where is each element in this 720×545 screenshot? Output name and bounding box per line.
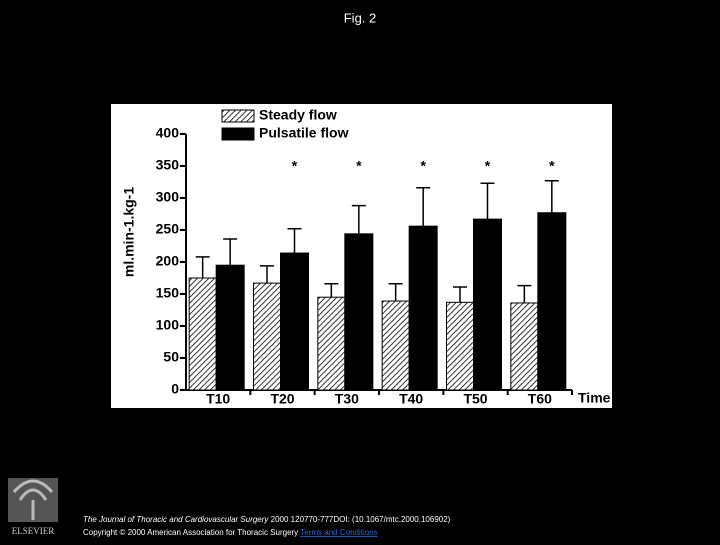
significance-marker: * [485, 158, 491, 174]
significance-marker: * [292, 158, 298, 174]
error-bar [324, 283, 339, 298]
error-bar [453, 286, 467, 303]
legend-swatch [221, 109, 255, 123]
error-bar [416, 187, 431, 227]
y-tick-label: 250 [156, 221, 180, 237]
error-bar [351, 204, 366, 234]
y-tick-label: 200 [156, 253, 180, 269]
bar [317, 296, 346, 391]
legend-label: Pulsatile flow [259, 125, 349, 141]
y-tick-label: 400 [156, 125, 180, 141]
x-tick-label: T60 [528, 391, 552, 407]
x-tick-label: T40 [399, 391, 423, 407]
y-axis-label: ml.min-1.kg-1 [121, 187, 137, 277]
y-tick-label: 300 [156, 189, 180, 205]
error-bar [544, 179, 559, 213]
x-tick-label: T10 [206, 391, 230, 407]
x-tick-label: T50 [463, 391, 487, 407]
x-axis-label: Time [578, 390, 611, 406]
bar [446, 301, 474, 391]
bar [188, 277, 217, 391]
journal-name: The Journal of Thoracic and Cardiovascul… [83, 515, 269, 524]
significance-marker: * [420, 158, 426, 174]
legend-label: Steady flow [259, 107, 337, 123]
significance-marker: * [356, 158, 362, 174]
x-tick-label: T30 [335, 391, 359, 407]
chart: 0 50 100 150 200 250 300 350 400 ml.min-1.kg-1 Tim… [121, 107, 611, 407]
bar [510, 302, 539, 391]
bar [473, 218, 502, 391]
bar [215, 264, 245, 391]
bar [344, 233, 374, 391]
copyright-line: Copyright © 2000 American Association fo… [83, 528, 378, 537]
bar [408, 225, 438, 391]
y-tick-label: 100 [156, 317, 180, 333]
error-bar [287, 227, 302, 254]
y-tick-label: 50 [163, 349, 179, 365]
error-bar [223, 238, 238, 266]
significance-marker: * [549, 158, 555, 174]
bar [280, 252, 309, 391]
bar [537, 212, 567, 391]
terms-link[interactable]: Terms and Conditions [300, 528, 377, 537]
publisher-logo: ELSEVIER [8, 478, 58, 536]
publisher-name: ELSEVIER [12, 526, 55, 536]
error-bar [260, 265, 274, 284]
y-tick-label: 0 [171, 381, 179, 397]
y-tick-label: 350 [156, 157, 180, 173]
bar [253, 282, 281, 391]
citation: 2000 120770-777DOI: (10.1067/mtc.2000.10… [268, 515, 450, 524]
error-bar [195, 256, 210, 278]
page-title: Fig. 2 [344, 10, 377, 25]
x-tick-label: T20 [270, 391, 294, 407]
legend-swatch [221, 127, 255, 141]
y-tick-label: 150 [156, 285, 180, 301]
error-bar [388, 283, 403, 302]
copyright: Copyright © 2000 American Association fo… [83, 528, 300, 537]
bar [381, 300, 410, 391]
error-bar [480, 182, 495, 220]
error-bar [517, 284, 532, 303]
citation-line: The Journal of Thoracic and Cardiovascul… [83, 515, 451, 524]
